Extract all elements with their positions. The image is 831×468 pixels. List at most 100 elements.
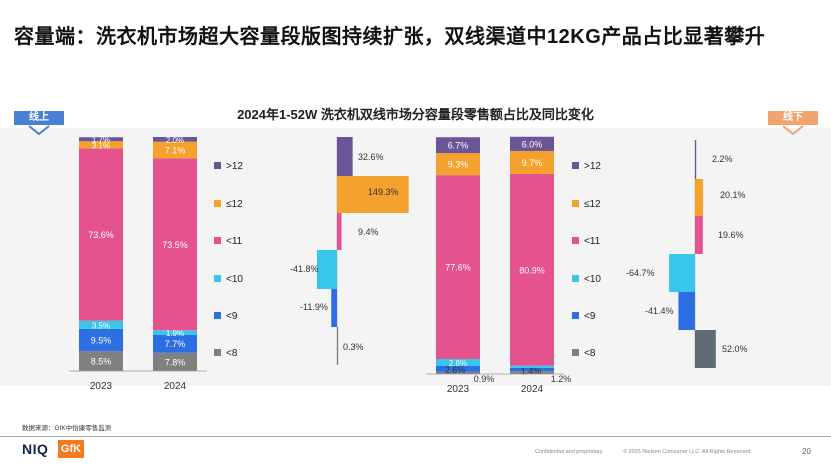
page-number: 20 — [802, 447, 811, 456]
online-legend-label-lt10: <10 — [226, 274, 243, 285]
offline-bar-2024-lt11 — [510, 173, 554, 366]
online-label-2023-lt9: 9.5% — [91, 335, 112, 345]
online-label-2023-lt10: 3.5% — [92, 321, 110, 330]
offline-label-2023-le12: 9.3% — [448, 160, 469, 170]
online-legend-swatch-lt8 — [214, 349, 221, 356]
online-bar-2023-lt8 — [79, 351, 123, 371]
offline-yoy-bar-lt11 — [695, 216, 703, 254]
online-bar-2024-lt9 — [153, 334, 197, 353]
online-legend-label-lt11: <11 — [226, 236, 243, 247]
offline-legend-label-le12: ≤12 — [584, 199, 601, 210]
online-channel-tag: 线上 — [14, 111, 64, 125]
confidential-note: Confidential and proprietary — [535, 449, 603, 455]
offline-yoy-label-lt8: 52.0% — [722, 344, 748, 354]
online-bar-2024-lt11 — [153, 158, 197, 331]
online-label-2024-le12: 7.1% — [165, 145, 186, 155]
page-headline: 容量端：洗衣机市场超大容量段版图持续扩张，双线渠道中12KG产品占比显著攀升 — [14, 26, 766, 48]
online-label-2023-lt11: 73.6% — [88, 230, 114, 240]
offline-label-2023-lt8: 0.9% — [474, 374, 495, 384]
online-bar-2023-lt10 — [79, 320, 123, 329]
offline-yoy-bar-lt9 — [678, 292, 695, 330]
offline-yoy-label-gt12: 2.2% — [712, 154, 733, 164]
offline-yoy-bar-lt8 — [695, 330, 716, 368]
online-yoy-bar-lt11 — [337, 213, 342, 250]
online-yoy-bar-gt12 — [337, 137, 353, 176]
offline-bar-2024-lt10 — [510, 365, 554, 368]
offline-channel-tag: 线下 — [768, 111, 818, 125]
online-bar-2023-lt11 — [79, 148, 123, 321]
online-bar-2024-lt10 — [153, 330, 197, 335]
data-source-note: 数据来源：GfK中怡康零售监测 — [22, 425, 112, 432]
offline-yoy-label-lt10: -64.7% — [626, 268, 655, 278]
offline-legend-swatch-le12 — [572, 200, 579, 207]
online-bar-2023-gt12 — [79, 137, 123, 142]
offline-legend-swatch-gt12 — [572, 162, 579, 169]
online-yoy-bar-lt10 — [316, 250, 337, 289]
offline-bar-2024-lt9 — [510, 367, 554, 372]
offline-down-arrow-icon — [782, 125, 804, 136]
online-axis-label-2024: 2024 — [164, 381, 187, 392]
online-bar-2024-gt12 — [153, 137, 197, 142]
online-label-2024-lt8: 7.8% — [165, 357, 186, 367]
offline-label-2023-lt10: 2.8% — [449, 359, 467, 368]
online-legend-label-lt8: <8 — [226, 348, 238, 359]
online-yoy-label-le12: 149.3% — [368, 187, 399, 197]
offline-bar-2024-lt8 — [510, 371, 554, 374]
offline-label-2024-lt8: 1.2% — [551, 374, 572, 384]
online-yoy-label-gt12: 32.6% — [358, 152, 384, 162]
online-legend-label-lt9: <9 — [226, 311, 238, 322]
offline-bar-2023-lt8 — [436, 371, 480, 374]
offline-bar-2023-gt12 — [436, 137, 480, 154]
gfk-logo: GfK — [58, 440, 84, 458]
offline-label-2023-gt12: 6.7% — [448, 141, 469, 151]
offline-bar-2023-lt11 — [436, 175, 480, 360]
offline-label-2024-lt9: 1.4% — [521, 366, 542, 376]
offline-legend-label-lt8: <8 — [584, 348, 596, 359]
offline-legend-label-gt12: >12 — [584, 161, 601, 172]
offline-bar-2024-le12 — [510, 150, 554, 174]
online-label-2024-gt12: 2.0% — [166, 136, 184, 145]
online-bar-2024-le12 — [153, 141, 197, 159]
online-yoy-label-lt10: -41.8% — [290, 264, 319, 274]
online-legend-swatch-lt9 — [214, 312, 221, 319]
offline-yoy-label-lt9: -41.4% — [645, 306, 674, 316]
online-legend-label-le12: ≤12 — [226, 199, 243, 210]
online-legend-label-gt12: >12 — [226, 161, 243, 172]
offline-legend-swatch-lt8 — [572, 349, 579, 356]
offline-legend-swatch-lt11 — [572, 237, 579, 244]
offline-yoy-bar-lt10 — [669, 254, 695, 292]
online-label-2023-lt8: 8.5% — [91, 357, 112, 367]
online-label-2024-lt10: 1.9% — [166, 329, 184, 338]
chart-title: 2024年1-52W 洗衣机双线市场分容量段零售额占比及同比变化 — [237, 107, 594, 122]
online-bar-2023-le12 — [79, 141, 123, 149]
offline-label-2024-le12: 9.7% — [522, 158, 543, 168]
offline-label-2024-gt12: 6.0% — [522, 139, 543, 149]
niq-logo: NIQ — [22, 441, 49, 457]
online-bar-2024-lt8 — [153, 352, 197, 371]
offline-axis-label-2023: 2023 — [447, 384, 470, 395]
offline-bar-2023-lt9 — [436, 365, 480, 372]
online-legend-swatch-lt10 — [214, 275, 221, 282]
online-yoy-bar-lt8 — [337, 327, 339, 365]
offline-bar-2024-gt12 — [510, 136, 554, 151]
online-legend-swatch-le12 — [214, 200, 221, 207]
online-yoy-bar-lt9 — [331, 289, 337, 327]
online-down-arrow-icon — [28, 125, 50, 136]
offline-yoy-bar-le12 — [695, 179, 704, 216]
online-label-2023-gt12: 1.7% — [92, 136, 110, 145]
offline-label-2023-lt9: 2.6% — [445, 365, 466, 375]
offline-legend-label-lt9: <9 — [584, 311, 596, 322]
online-yoy-bar-le12 — [337, 176, 409, 213]
online-yoy-label-lt11: 9.4% — [358, 227, 379, 237]
online-yoy-label-lt8: 0.3% — [343, 342, 364, 352]
offline-legend-label-lt11: <11 — [584, 236, 601, 247]
online-yoy-label-lt9: -11.9% — [300, 302, 328, 312]
offline-legend-swatch-lt9 — [572, 312, 579, 319]
offline-bar-2023-lt10 — [436, 359, 480, 366]
offline-legend-swatch-lt10 — [572, 275, 579, 282]
offline-label-2024-lt11: 80.9% — [519, 265, 545, 275]
online-bar-2023-lt9 — [79, 328, 123, 352]
footer-divider — [0, 436, 831, 437]
offline-yoy-bar-gt12 — [695, 140, 697, 179]
